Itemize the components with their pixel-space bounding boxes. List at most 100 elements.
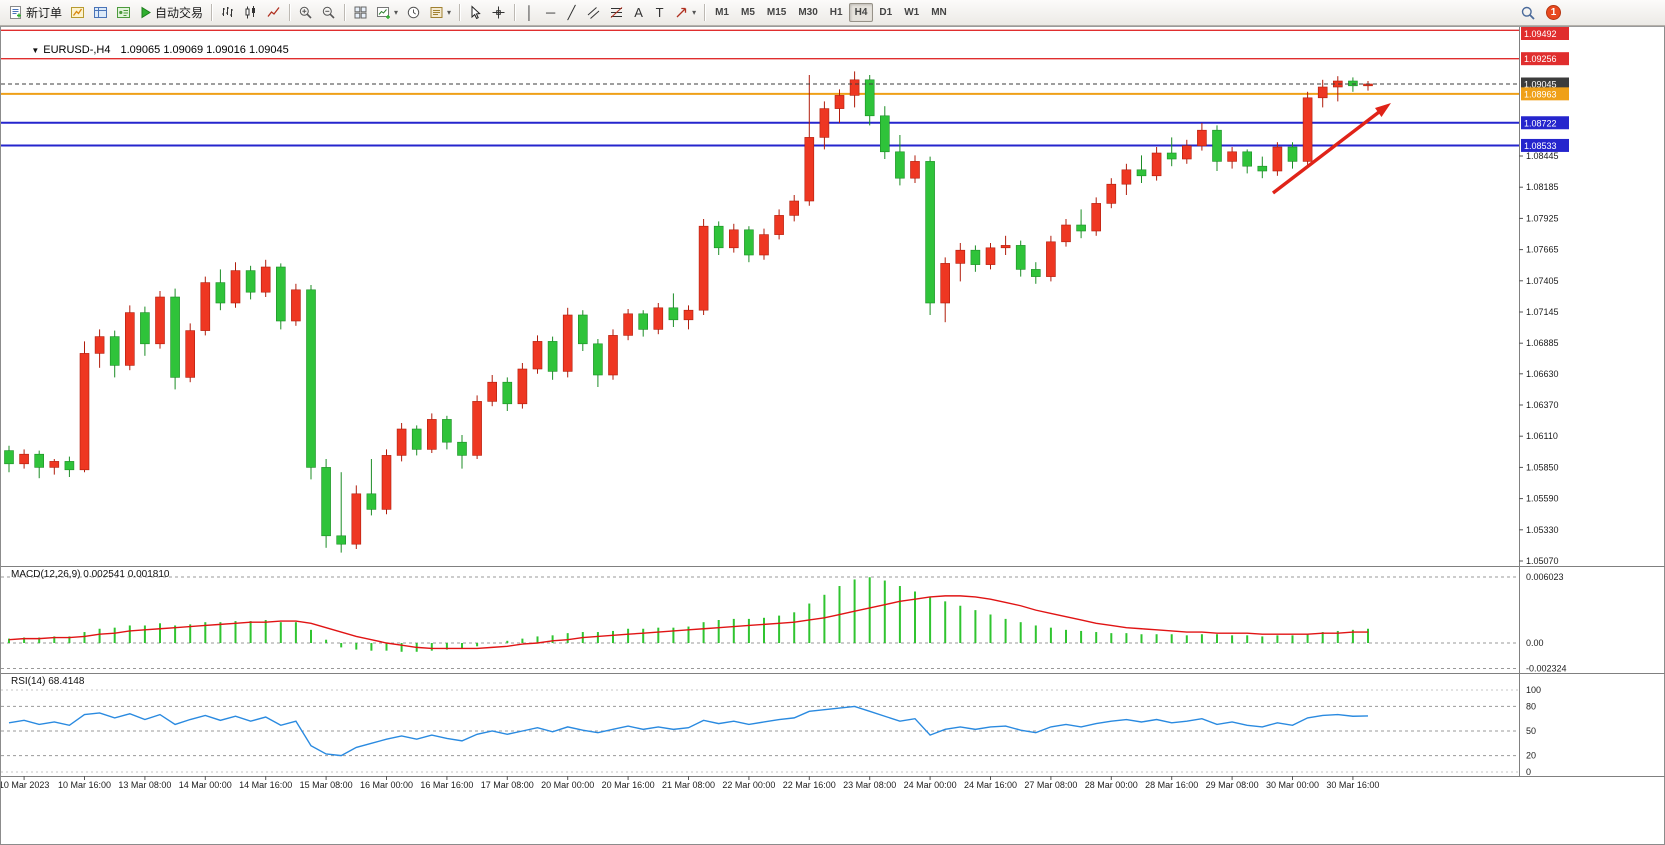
- new-chart-button[interactable]: ▾: [372, 2, 402, 23]
- horizontal-line-icon: ─: [545, 5, 556, 20]
- candlestick-mode-button[interactable]: [239, 2, 262, 23]
- candle: [1151, 152, 1162, 177]
- symbol-label: EURUSD-,H4: [43, 44, 111, 56]
- trendline-tool-button[interactable]: ╱: [561, 2, 582, 23]
- svg-text:1.08722: 1.08722: [1524, 118, 1557, 128]
- candle: [623, 313, 633, 336]
- line-chart-mode-button[interactable]: [262, 2, 285, 23]
- candle: [547, 341, 558, 372]
- candle: [457, 441, 467, 456]
- price-axis-label: 1.07925: [1526, 213, 1559, 223]
- rsi-line: [8, 705, 1369, 757]
- chart-window[interactable]: 1.08445 1.08185 1.07925 1.07665 1.07405 1.071…: [0, 26, 1665, 845]
- date-axis-label: 22 Mar 00:00: [722, 780, 775, 790]
- candle: [744, 229, 754, 256]
- timeframe-m15-button[interactable]: M15: [766, 7, 787, 18]
- candle: [1197, 129, 1207, 147]
- price-badge: [1521, 27, 1569, 40]
- zoom-in-button[interactable]: [294, 2, 317, 23]
- timeframe-mn-button[interactable]: MN: [931, 7, 947, 18]
- charts-icon: [71, 7, 85, 18]
- candle: [4, 450, 14, 465]
- price-badge: [1521, 138, 1569, 152]
- candle: [910, 161, 920, 179]
- candle: [517, 368, 528, 405]
- arrows-tool-button[interactable]: ▾: [670, 2, 700, 23]
- date-axis-label: 16 Mar 00:00: [360, 780, 413, 790]
- timeframe-h1-button[interactable]: H1: [829, 7, 843, 18]
- crosshair-tool-button[interactable]: [487, 2, 510, 23]
- candle: [1031, 269, 1041, 277]
- market-watch-button[interactable]: [89, 2, 112, 23]
- date-axis-label: 14 Mar 00:00: [179, 780, 232, 790]
- symbol-dropdown-icon[interactable]: ▼: [31, 46, 40, 55]
- macd-axis-label: 0.00: [1526, 638, 1544, 648]
- price-badge: [1521, 77, 1569, 91]
- timeframe-m1-button[interactable]: M1: [715, 7, 729, 18]
- tile-windows-button[interactable]: [349, 2, 372, 23]
- fibonacci-icon: [610, 7, 623, 18]
- candle: [1302, 97, 1313, 162]
- fibonacci-tool-button[interactable]: [605, 2, 628, 23]
- date-axis-label: 16 Mar 16:00: [420, 780, 473, 790]
- label-tool-icon: T: [655, 5, 664, 20]
- zoom-out-button[interactable]: [317, 2, 340, 23]
- new-order-button[interactable]: 新订单: [4, 2, 66, 23]
- candle: [306, 289, 316, 468]
- date-axis-label: 14 Mar 16:00: [239, 780, 292, 790]
- candle: [291, 289, 301, 322]
- templates-button[interactable]: ▾: [425, 2, 455, 23]
- rsi-label: RSI(14) 68.4148: [11, 676, 85, 687]
- date-axis-label: 22 Mar 16:00: [783, 780, 836, 790]
- navigator-button[interactable]: [112, 2, 135, 23]
- notification-badge[interactable]: 1: [1546, 5, 1561, 20]
- channel-icon: [587, 7, 600, 19]
- trend-arrow-annotation[interactable]: [1271, 110, 1381, 195]
- candle: [502, 381, 513, 405]
- candle: [532, 341, 543, 370]
- candle: [200, 282, 211, 331]
- timeframe-h4-button[interactable]: H4: [848, 3, 874, 22]
- svg-text:1.08533: 1.08533: [1524, 141, 1557, 151]
- price-badge: [1521, 87, 1569, 101]
- cursor-tool-button[interactable]: [464, 2, 487, 23]
- period-clock-button[interactable]: [402, 2, 425, 23]
- timeframe-m5-button[interactable]: M5: [740, 7, 755, 18]
- candle: [381, 455, 392, 510]
- candle: [1121, 169, 1132, 185]
- price-badge: [1521, 52, 1569, 66]
- text-tool-button[interactable]: A: [628, 2, 649, 23]
- toolbar-separator: [289, 4, 291, 21]
- bar-chart-mode-button[interactable]: [216, 2, 239, 23]
- timeframe-m30-button[interactable]: M30: [798, 7, 818, 18]
- chart-canvas[interactable]: 1.08445 1.08185 1.07925 1.07665 1.07405 1.071…: [1, 27, 1665, 845]
- timeframe-d1-button[interactable]: D1: [879, 7, 893, 18]
- new-order-icon: [10, 6, 21, 19]
- candle: [1242, 151, 1252, 167]
- macd-label: MACD(12,26,9) 0.002541 0.001810: [11, 569, 170, 580]
- auto-trading-button[interactable]: 自动交易: [135, 2, 207, 23]
- vertical-line-tool-button[interactable]: │: [519, 2, 540, 23]
- label-tool-button[interactable]: T: [649, 2, 670, 23]
- candle: [426, 419, 437, 450]
- macd-axis-label: -0.002324: [1526, 663, 1567, 673]
- rsi-axis-label: 50: [1526, 726, 1536, 736]
- charts-button[interactable]: [66, 2, 89, 23]
- price-axis-label: 1.08445: [1526, 151, 1559, 161]
- candle: [19, 453, 29, 465]
- candle: [336, 535, 347, 545]
- candle: [713, 225, 724, 249]
- candle: [698, 225, 709, 311]
- channel-tool-button[interactable]: [582, 2, 605, 23]
- date-axis-label: 28 Mar 16:00: [1145, 780, 1198, 790]
- horizontal-line-tool-button[interactable]: ─: [540, 2, 561, 23]
- date-axis-label: 17 Mar 08:00: [481, 780, 534, 790]
- chevron-down-icon: ▾: [394, 7, 399, 17]
- price-axis-label: 1.05330: [1526, 525, 1559, 535]
- tile-windows-icon: [354, 6, 367, 19]
- candle: [260, 266, 271, 293]
- search-button[interactable]: [1516, 2, 1540, 23]
- candle: [245, 270, 256, 293]
- new-chart-icon: [377, 7, 391, 19]
- timeframe-w1-button[interactable]: W1: [904, 7, 920, 18]
